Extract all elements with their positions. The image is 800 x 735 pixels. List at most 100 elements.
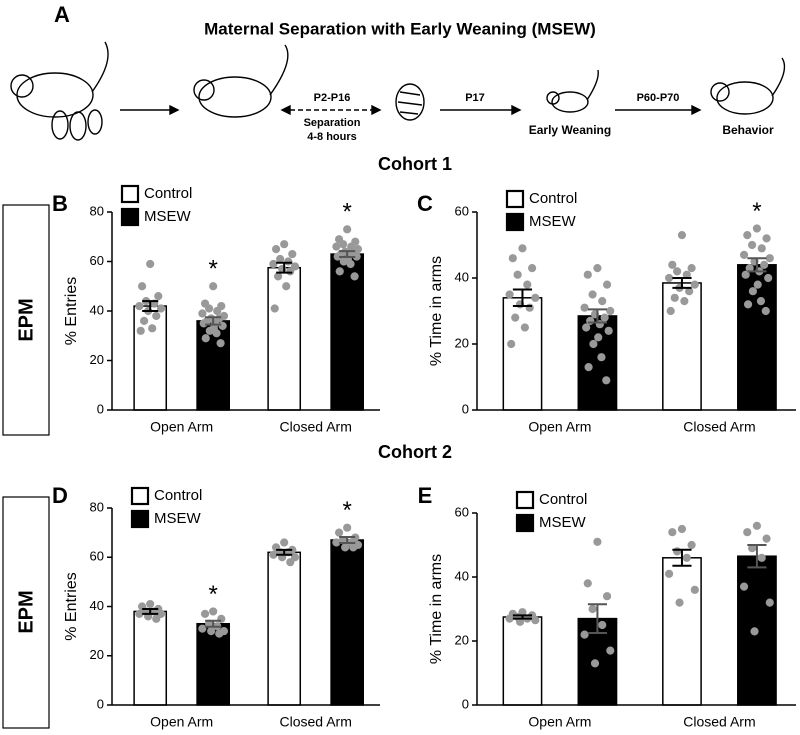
data-point xyxy=(602,592,612,601)
data-point xyxy=(743,528,752,537)
panel-letter: A xyxy=(54,2,70,27)
significance-marker: * xyxy=(208,256,217,283)
bar xyxy=(196,622,230,706)
legend-label: MSEW xyxy=(144,208,192,225)
bar xyxy=(662,557,702,706)
y-axis-label: % Entries xyxy=(63,277,80,345)
error-bar xyxy=(339,536,356,544)
data-point xyxy=(673,267,682,276)
assay-box xyxy=(2,496,50,729)
y-tick-label: 20 xyxy=(90,352,104,367)
y-tick-label: 0 xyxy=(462,401,469,416)
data-point xyxy=(602,280,612,289)
data-point xyxy=(286,558,295,567)
panel-title: Maternal Separation with Early Weaning (… xyxy=(204,19,596,38)
legend-swatch xyxy=(120,207,140,227)
error-bar xyxy=(142,300,159,312)
data-point xyxy=(582,323,591,332)
data-point xyxy=(339,257,348,266)
data-point xyxy=(137,282,147,291)
y-tick-label: 60 xyxy=(455,504,469,519)
data-point xyxy=(588,290,597,299)
x-tick-label: Open Arm xyxy=(528,419,591,435)
y-tick-label: 20 xyxy=(455,632,469,647)
y-tick-label: 60 xyxy=(90,549,104,564)
data-point xyxy=(743,231,752,240)
legend-swatch xyxy=(515,490,535,510)
legend-label: Control xyxy=(539,491,587,508)
y-tick-label: 0 xyxy=(97,401,104,416)
data-point xyxy=(748,287,758,296)
y-tick-label: 60 xyxy=(90,253,104,268)
y-tick-label: 40 xyxy=(90,598,104,613)
data-point xyxy=(589,339,598,349)
stage-label: Behavior xyxy=(722,123,774,137)
data-point xyxy=(286,267,295,276)
data-point xyxy=(602,376,611,385)
data-point xyxy=(757,553,766,562)
error-bar xyxy=(276,548,293,556)
data-point xyxy=(209,282,218,291)
error-bar xyxy=(512,614,533,620)
legend-label: MSEW xyxy=(539,514,587,531)
data-point xyxy=(743,300,753,309)
data-point xyxy=(276,254,285,264)
data-point xyxy=(752,224,762,233)
data-point xyxy=(764,273,773,283)
y-tick-label: 0 xyxy=(462,696,469,711)
timeline-arrows xyxy=(120,104,702,116)
data-point xyxy=(761,306,770,316)
data-point xyxy=(284,257,293,266)
data-point xyxy=(598,297,607,306)
y-tick-label: 40 xyxy=(455,269,469,284)
data-point xyxy=(739,582,749,591)
data-point xyxy=(531,293,540,302)
data-point xyxy=(765,598,774,607)
data-point xyxy=(675,598,684,607)
data-point xyxy=(349,543,358,552)
data-point xyxy=(280,240,289,249)
data-point xyxy=(762,234,771,243)
data-point xyxy=(750,627,759,636)
bar xyxy=(133,610,168,706)
significance-marker: * xyxy=(342,497,351,524)
error-bar xyxy=(205,619,222,628)
data-point xyxy=(152,311,161,321)
legend-swatch xyxy=(120,184,140,204)
data-point xyxy=(156,304,166,313)
data-point xyxy=(668,528,677,537)
data-point xyxy=(690,280,699,289)
data-point xyxy=(677,524,687,534)
error-bar xyxy=(672,277,692,289)
y-tick-label: 40 xyxy=(455,568,469,583)
data-point xyxy=(343,225,352,234)
data-point xyxy=(339,240,348,249)
data-point xyxy=(747,240,757,250)
y-tick-label: 20 xyxy=(90,647,104,662)
data-point xyxy=(606,306,615,316)
assay-label: EPM xyxy=(15,298,37,341)
data-point xyxy=(762,534,771,543)
data-point xyxy=(350,272,359,281)
legend-label: MSEW xyxy=(154,510,202,527)
data-point xyxy=(152,614,161,623)
bar xyxy=(737,264,777,411)
data-point xyxy=(332,538,341,547)
legend-label: Control xyxy=(144,185,192,202)
data-point xyxy=(334,528,344,537)
y-tick-label: 20 xyxy=(455,335,469,350)
data-point xyxy=(680,297,689,306)
data-point xyxy=(520,323,529,332)
panel-letter: D xyxy=(52,483,68,508)
arrow-label: P60-P70 xyxy=(637,92,680,104)
data-point xyxy=(505,290,514,299)
significance-marker: * xyxy=(208,581,217,608)
significance-marker: * xyxy=(752,198,761,225)
mouse-illustrations xyxy=(10,41,786,141)
data-point xyxy=(148,324,157,333)
data-point xyxy=(666,306,675,316)
data-point xyxy=(739,250,749,259)
data-point xyxy=(600,313,609,322)
data-point xyxy=(199,319,208,328)
